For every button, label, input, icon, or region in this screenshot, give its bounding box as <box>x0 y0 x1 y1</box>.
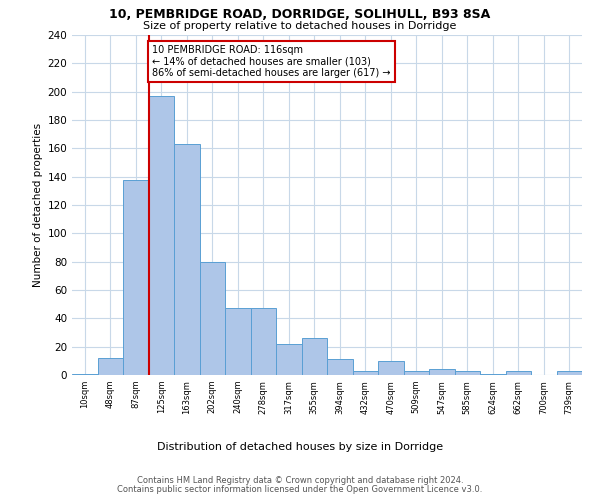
Bar <box>174 144 199 375</box>
Bar <box>276 344 302 375</box>
Bar <box>429 370 455 375</box>
Bar <box>353 371 378 375</box>
Bar <box>72 374 97 375</box>
Bar <box>97 358 123 375</box>
Y-axis label: Number of detached properties: Number of detached properties <box>33 123 43 287</box>
Text: 10, PEMBRIDGE ROAD, DORRIDGE, SOLIHULL, B93 8SA: 10, PEMBRIDGE ROAD, DORRIDGE, SOLIHULL, … <box>109 8 491 20</box>
Bar <box>480 374 505 375</box>
Bar <box>123 180 149 375</box>
Bar <box>327 360 353 375</box>
Text: 10 PEMBRIDGE ROAD: 116sqm
← 14% of detached houses are smaller (103)
86% of semi: 10 PEMBRIDGE ROAD: 116sqm ← 14% of detac… <box>152 45 391 78</box>
Bar <box>455 371 480 375</box>
Text: Contains public sector information licensed under the Open Government Licence v3: Contains public sector information licen… <box>118 485 482 494</box>
Text: Contains HM Land Registry data © Crown copyright and database right 2024.: Contains HM Land Registry data © Crown c… <box>137 476 463 485</box>
Bar <box>505 371 531 375</box>
Bar <box>149 96 174 375</box>
Text: Size of property relative to detached houses in Dorridge: Size of property relative to detached ho… <box>143 21 457 31</box>
Text: Distribution of detached houses by size in Dorridge: Distribution of detached houses by size … <box>157 442 443 452</box>
Bar <box>199 262 225 375</box>
Bar <box>225 308 251 375</box>
Bar <box>404 371 429 375</box>
Bar <box>557 371 582 375</box>
Bar <box>251 308 276 375</box>
Bar <box>302 338 327 375</box>
Bar <box>378 361 404 375</box>
